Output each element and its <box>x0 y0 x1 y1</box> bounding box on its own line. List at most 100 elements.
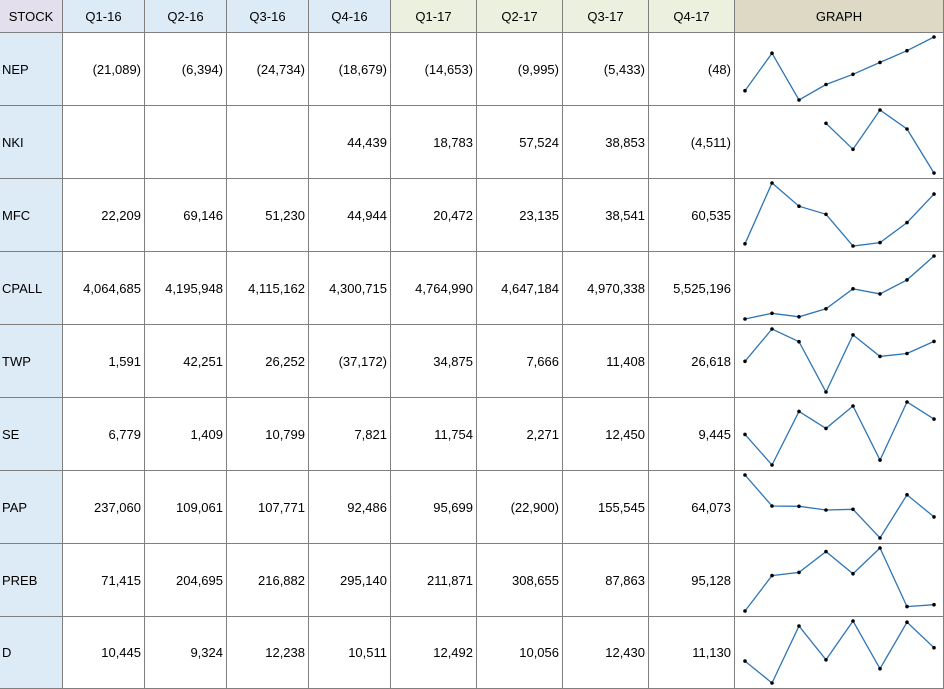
header-q1-16[interactable]: Q1-16 <box>63 0 145 33</box>
value-cell-pap-q1[interactable]: 109,061 <box>145 471 227 544</box>
value-cell-mfc-q1[interactable]: 69,146 <box>145 179 227 252</box>
value-cell-mfc-q0[interactable]: 22,209 <box>63 179 145 252</box>
value-cell-cpall-q5[interactable]: 4,647,184 <box>477 252 563 325</box>
value-cell-nep-q1[interactable]: (6,394) <box>145 33 227 106</box>
value-cell-se-q7[interactable]: 9,445 <box>649 398 735 471</box>
sparkline-cell-nki[interactable] <box>735 106 944 179</box>
value-cell-d-q1[interactable]: 9,324 <box>145 617 227 689</box>
stock-cell-nki[interactable]: NKI <box>0 106 63 179</box>
value-cell-mfc-q5[interactable]: 23,135 <box>477 179 563 252</box>
value-cell-twp-q7[interactable]: 26,618 <box>649 325 735 398</box>
value-cell-twp-q6[interactable]: 11,408 <box>563 325 649 398</box>
value-cell-cpall-q6[interactable]: 4,970,338 <box>563 252 649 325</box>
value-cell-nki-q3[interactable]: 44,439 <box>309 106 391 179</box>
header-q2-16[interactable]: Q2-16 <box>145 0 227 33</box>
header-q3-17[interactable]: Q3-17 <box>563 0 649 33</box>
value-cell-d-q7[interactable]: 11,130 <box>649 617 735 689</box>
sparkline-cell-preb[interactable] <box>735 544 944 617</box>
value-cell-mfc-q3[interactable]: 44,944 <box>309 179 391 252</box>
value-cell-pap-q7[interactable]: 64,073 <box>649 471 735 544</box>
sparkline-cell-pap[interactable] <box>735 471 944 544</box>
value-cell-cpall-q0[interactable]: 4,064,685 <box>63 252 145 325</box>
value-cell-preb-q0[interactable]: 71,415 <box>63 544 145 617</box>
stock-cell-cpall[interactable]: CPALL <box>0 252 63 325</box>
header-q3-16[interactable]: Q3-16 <box>227 0 309 33</box>
value-cell-preb-q2[interactable]: 216,882 <box>227 544 309 617</box>
value-cell-d-q2[interactable]: 12,238 <box>227 617 309 689</box>
value-cell-nep-q3[interactable]: (18,679) <box>309 33 391 106</box>
stock-cell-mfc[interactable]: MFC <box>0 179 63 252</box>
value-cell-preb-q1[interactable]: 204,695 <box>145 544 227 617</box>
stock-cell-preb[interactable]: PREB <box>0 544 63 617</box>
value-cell-nki-q4[interactable]: 18,783 <box>391 106 477 179</box>
value-cell-nki-q5[interactable]: 57,524 <box>477 106 563 179</box>
value-cell-cpall-q2[interactable]: 4,115,162 <box>227 252 309 325</box>
value-cell-cpall-q7[interactable]: 5,525,196 <box>649 252 735 325</box>
value-cell-preb-q6[interactable]: 87,863 <box>563 544 649 617</box>
sparkline-cell-d[interactable] <box>735 617 944 689</box>
sparkline-cell-twp[interactable] <box>735 325 944 398</box>
value-cell-nep-q5[interactable]: (9,995) <box>477 33 563 106</box>
stock-cell-pap[interactable]: PAP <box>0 471 63 544</box>
value-cell-se-q4[interactable]: 11,754 <box>391 398 477 471</box>
value-cell-d-q5[interactable]: 10,056 <box>477 617 563 689</box>
value-cell-pap-q2[interactable]: 107,771 <box>227 471 309 544</box>
value-cell-mfc-q2[interactable]: 51,230 <box>227 179 309 252</box>
value-cell-nki-q2[interactable] <box>227 106 309 179</box>
value-cell-nki-q1[interactable] <box>145 106 227 179</box>
value-cell-nep-q4[interactable]: (14,653) <box>391 33 477 106</box>
value-cell-d-q3[interactable]: 10,511 <box>309 617 391 689</box>
stock-cell-d[interactable]: D <box>0 617 63 689</box>
value-cell-nep-q6[interactable]: (5,433) <box>563 33 649 106</box>
header-stock[interactable]: STOCK <box>0 0 63 33</box>
value-cell-se-q5[interactable]: 2,271 <box>477 398 563 471</box>
value-cell-pap-q6[interactable]: 155,545 <box>563 471 649 544</box>
value-cell-twp-q1[interactable]: 42,251 <box>145 325 227 398</box>
value-cell-twp-q3[interactable]: (37,172) <box>309 325 391 398</box>
header-q2-17[interactable]: Q2-17 <box>477 0 563 33</box>
sparkline-cell-nep[interactable] <box>735 33 944 106</box>
header-graph[interactable]: GRAPH <box>735 0 944 33</box>
value-cell-d-q4[interactable]: 12,492 <box>391 617 477 689</box>
value-cell-preb-q4[interactable]: 211,871 <box>391 544 477 617</box>
value-cell-se-q1[interactable]: 1,409 <box>145 398 227 471</box>
value-cell-d-q0[interactable]: 10,445 <box>63 617 145 689</box>
value-cell-cpall-q3[interactable]: 4,300,715 <box>309 252 391 325</box>
value-cell-twp-q0[interactable]: 1,591 <box>63 325 145 398</box>
value-cell-nep-q0[interactable]: (21,089) <box>63 33 145 106</box>
value-cell-mfc-q4[interactable]: 20,472 <box>391 179 477 252</box>
value-cell-cpall-q4[interactable]: 4,764,990 <box>391 252 477 325</box>
sparkline-cell-cpall[interactable] <box>735 252 944 325</box>
value-cell-pap-q3[interactable]: 92,486 <box>309 471 391 544</box>
header-q4-16[interactable]: Q4-16 <box>309 0 391 33</box>
value-cell-se-q3[interactable]: 7,821 <box>309 398 391 471</box>
value-cell-d-q6[interactable]: 12,430 <box>563 617 649 689</box>
value-cell-nki-q7[interactable]: (4,511) <box>649 106 735 179</box>
header-q4-17[interactable]: Q4-17 <box>649 0 735 33</box>
value-cell-nep-q7[interactable]: (48) <box>649 33 735 106</box>
value-cell-pap-q4[interactable]: 95,699 <box>391 471 477 544</box>
stock-cell-nep[interactable]: NEP <box>0 33 63 106</box>
sparkline-cell-se[interactable] <box>735 398 944 471</box>
value-cell-preb-q7[interactable]: 95,128 <box>649 544 735 617</box>
value-cell-mfc-q6[interactable]: 38,541 <box>563 179 649 252</box>
header-q1-17[interactable]: Q1-17 <box>391 0 477 33</box>
value-cell-pap-q0[interactable]: 237,060 <box>63 471 145 544</box>
value-cell-pap-q5[interactable]: (22,900) <box>477 471 563 544</box>
value-cell-cpall-q1[interactable]: 4,195,948 <box>145 252 227 325</box>
value-cell-preb-q3[interactable]: 295,140 <box>309 544 391 617</box>
value-cell-twp-q4[interactable]: 34,875 <box>391 325 477 398</box>
value-cell-twp-q2[interactable]: 26,252 <box>227 325 309 398</box>
value-cell-mfc-q7[interactable]: 60,535 <box>649 179 735 252</box>
sparkline-cell-mfc[interactable] <box>735 179 944 252</box>
value-cell-nki-q0[interactable] <box>63 106 145 179</box>
stock-cell-twp[interactable]: TWP <box>0 325 63 398</box>
value-cell-preb-q5[interactable]: 308,655 <box>477 544 563 617</box>
value-cell-nki-q6[interactable]: 38,853 <box>563 106 649 179</box>
value-cell-nep-q2[interactable]: (24,734) <box>227 33 309 106</box>
value-cell-se-q0[interactable]: 6,779 <box>63 398 145 471</box>
stock-cell-se[interactable]: SE <box>0 398 63 471</box>
value-cell-se-q6[interactable]: 12,450 <box>563 398 649 471</box>
value-cell-twp-q5[interactable]: 7,666 <box>477 325 563 398</box>
value-cell-se-q2[interactable]: 10,799 <box>227 398 309 471</box>
